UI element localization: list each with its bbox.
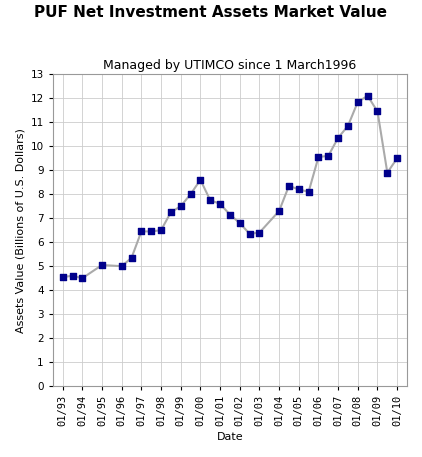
- Point: [295, 186, 302, 193]
- Point: [364, 92, 371, 100]
- Point: [315, 154, 322, 161]
- Title: Managed by UTIMCO since 1 March1996: Managed by UTIMCO since 1 March1996: [103, 58, 357, 72]
- Point: [227, 211, 233, 218]
- Point: [128, 254, 135, 261]
- Point: [99, 261, 106, 269]
- X-axis label: Date: Date: [216, 432, 243, 442]
- Point: [246, 230, 253, 238]
- Point: [305, 188, 312, 196]
- Point: [256, 229, 263, 236]
- Y-axis label: Assets Value (Billions of U.S. Dollars): Assets Value (Billions of U.S. Dollars): [15, 128, 25, 333]
- Point: [79, 275, 86, 282]
- Point: [335, 134, 341, 142]
- Point: [394, 154, 400, 162]
- Text: PUF Net Investment Assets Market Value: PUF Net Investment Assets Market Value: [35, 5, 387, 20]
- Point: [384, 169, 391, 176]
- Point: [69, 272, 76, 280]
- Point: [148, 228, 154, 235]
- Point: [207, 197, 214, 204]
- Point: [158, 227, 165, 234]
- Point: [60, 273, 66, 281]
- Point: [217, 200, 224, 207]
- Point: [345, 122, 352, 129]
- Point: [236, 219, 243, 227]
- Point: [177, 202, 184, 210]
- Point: [374, 108, 381, 115]
- Point: [325, 152, 332, 159]
- Point: [354, 98, 361, 106]
- Point: [168, 208, 174, 216]
- Point: [276, 207, 282, 215]
- Point: [118, 263, 125, 270]
- Point: [197, 176, 204, 184]
- Point: [286, 182, 292, 190]
- Point: [138, 228, 145, 235]
- Point: [187, 191, 194, 198]
